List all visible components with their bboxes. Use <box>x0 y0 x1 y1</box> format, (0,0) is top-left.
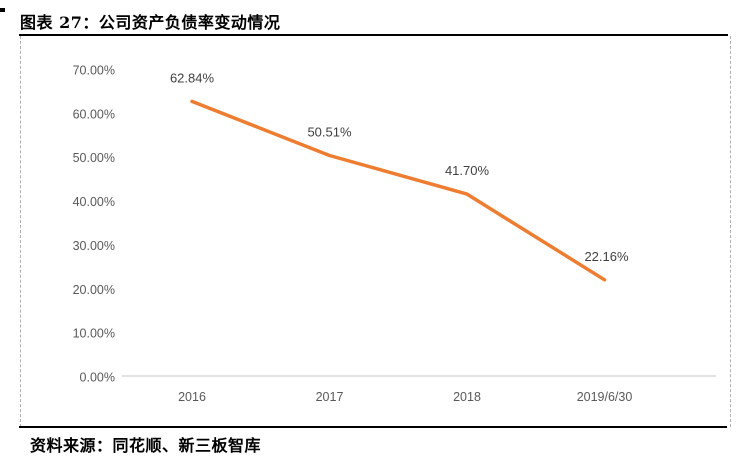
figure-title: 图表 27：公司资产负债率变动情况 <box>20 13 281 32</box>
page-edge-mark <box>0 8 5 12</box>
y-tick-label: 30.00% <box>73 239 115 253</box>
title-divider <box>19 34 728 36</box>
x-tick-label: 2017 <box>316 390 344 404</box>
y-tick-label: 20.00% <box>73 283 115 297</box>
y-tick-label: 60.00% <box>73 107 115 121</box>
data-point-label: 22.16% <box>584 249 629 264</box>
y-tick-label: 40.00% <box>73 195 115 209</box>
bottom-divider <box>19 426 727 428</box>
frame-border-left <box>20 36 21 427</box>
data-point-label: 41.70% <box>445 163 490 178</box>
source-note: 资料来源：同花顺、新三板智库 <box>30 436 262 455</box>
data-point-label: 50.51% <box>307 124 352 139</box>
x-tick-label: 2019/6/30 <box>577 390 633 404</box>
frame-border-right <box>730 36 731 427</box>
series-line <box>190 99 607 282</box>
x-tick-label: 2018 <box>453 390 481 404</box>
y-tick-label: 10.00% <box>73 327 115 341</box>
x-tick-label: 2016 <box>178 390 206 404</box>
data-point-label: 62.84% <box>170 70 215 85</box>
y-tick-label: 0.00% <box>80 371 115 385</box>
y-tick-label: 70.00% <box>73 64 115 78</box>
y-tick-label: 50.00% <box>73 151 115 165</box>
